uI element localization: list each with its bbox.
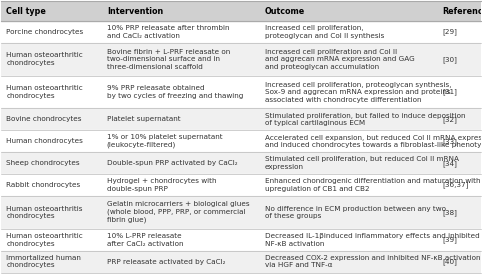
Text: Stimulated proliferation, but failed to induce deposition
of typical cartilagino: Stimulated proliferation, but failed to … <box>265 113 466 126</box>
Text: Immortalized human
chondrocytes: Immortalized human chondrocytes <box>6 255 81 269</box>
Text: [33]: [33] <box>442 138 457 145</box>
Text: [30]: [30] <box>442 56 457 62</box>
Text: Reference: Reference <box>442 7 482 16</box>
Bar <box>1 251 481 273</box>
Bar <box>1 152 481 174</box>
Text: PRP releasate activated by CaCl₂: PRP releasate activated by CaCl₂ <box>107 259 225 265</box>
Text: Accelerated cell expansion, but reduced Col II mRNA expression
and induced chond: Accelerated cell expansion, but reduced … <box>265 135 482 148</box>
Text: Bovine chondrocytes: Bovine chondrocytes <box>6 116 81 122</box>
Text: [40]: [40] <box>442 258 457 265</box>
Text: Double-spun PRP activated by CaCl₂: Double-spun PRP activated by CaCl₂ <box>107 160 238 166</box>
Bar <box>1 43 481 76</box>
Text: Human osteoarthritic
chondrocytes: Human osteoarthritic chondrocytes <box>6 233 83 247</box>
Text: Cell type: Cell type <box>6 7 46 16</box>
Bar <box>1 1 481 21</box>
Text: Increased cell proliferation,
proteoglycan and Col II synthesis: Increased cell proliferation, proteoglyc… <box>265 25 384 39</box>
Text: Human osteoarthritic
chondrocytes: Human osteoarthritic chondrocytes <box>6 52 83 66</box>
Text: [34]: [34] <box>442 160 457 167</box>
Text: [36,37]: [36,37] <box>442 182 469 189</box>
Bar <box>1 229 481 251</box>
Text: Decreased IL-1βinduced inflammatory effects and inhibited
NF-κB activation: Decreased IL-1βinduced inflammatory effe… <box>265 233 480 247</box>
Text: [38]: [38] <box>442 209 457 216</box>
Text: 10% PRP releasate after thrombin
and CaCl₂ activation: 10% PRP releasate after thrombin and CaC… <box>107 25 229 39</box>
Bar <box>1 196 481 229</box>
Text: Sheep chondrocytes: Sheep chondrocytes <box>6 160 80 166</box>
Text: Increased cell proliferation and Col II
and aggrecan mRNA expression and GAG
and: Increased cell proliferation and Col II … <box>265 49 415 70</box>
Text: Rabbit chondrocytes: Rabbit chondrocytes <box>6 182 80 188</box>
Text: Stimulated cell proliferation, but reduced Col II mRNA
expression: Stimulated cell proliferation, but reduc… <box>265 156 459 170</box>
Text: Increased cell proliferation, proteoglycan synthesis,
Sox-9 and aggrecan mRNA ex: Increased cell proliferation, proteoglyc… <box>265 82 452 102</box>
Text: Intervention: Intervention <box>107 7 163 16</box>
Text: Platelet supernatant: Platelet supernatant <box>107 116 180 122</box>
Text: [32]: [32] <box>442 116 457 123</box>
Bar <box>1 130 481 152</box>
Text: Gelatin microcarriers + biological glues
(whole blood, PPP, PRP, or commercial
f: Gelatin microcarriers + biological glues… <box>107 201 250 223</box>
Text: Porcine chondrocytes: Porcine chondrocytes <box>6 29 83 35</box>
Bar <box>1 21 481 43</box>
Text: [29]: [29] <box>442 28 457 35</box>
Text: [39]: [39] <box>442 236 457 243</box>
Bar <box>1 76 481 109</box>
Text: Hydrogel + chondrocytes with
double-spun PRP: Hydrogel + chondrocytes with double-spun… <box>107 178 216 192</box>
Text: No difference in ECM production between any two
of these groups: No difference in ECM production between … <box>265 206 446 219</box>
Text: [31]: [31] <box>442 89 457 95</box>
Text: Decreased COX-2 expression and inhibited NF-κB activation
via HGF and TNF-α: Decreased COX-2 expression and inhibited… <box>265 255 481 269</box>
Text: Human osteoarthritis
chondrocytes: Human osteoarthritis chondrocytes <box>6 206 83 219</box>
Text: Bovine fibrin + L-PRF releasate on
two-dimensional surface and in
three-dimensio: Bovine fibrin + L-PRF releasate on two-d… <box>107 49 230 70</box>
Text: Outcome: Outcome <box>265 7 305 16</box>
Text: 1% or 10% platelet supernatant
(leukocyte-filtered): 1% or 10% platelet supernatant (leukocyt… <box>107 134 222 148</box>
Bar <box>1 174 481 196</box>
Text: Human chondrocytes: Human chondrocytes <box>6 138 83 144</box>
Text: Human osteoarthritic
chondrocytes: Human osteoarthritic chondrocytes <box>6 85 83 99</box>
Text: Enhanced chondrogenic differentiation and maturation with
upregulation of CB1 an: Enhanced chondrogenic differentiation an… <box>265 178 481 192</box>
Text: 9% PRP releasate obtained
by two cycles of freezing and thawing: 9% PRP releasate obtained by two cycles … <box>107 85 243 99</box>
Text: 10% L-PRP releasate
after CaCl₂ activation: 10% L-PRP releasate after CaCl₂ activati… <box>107 233 183 247</box>
Bar <box>1 109 481 130</box>
